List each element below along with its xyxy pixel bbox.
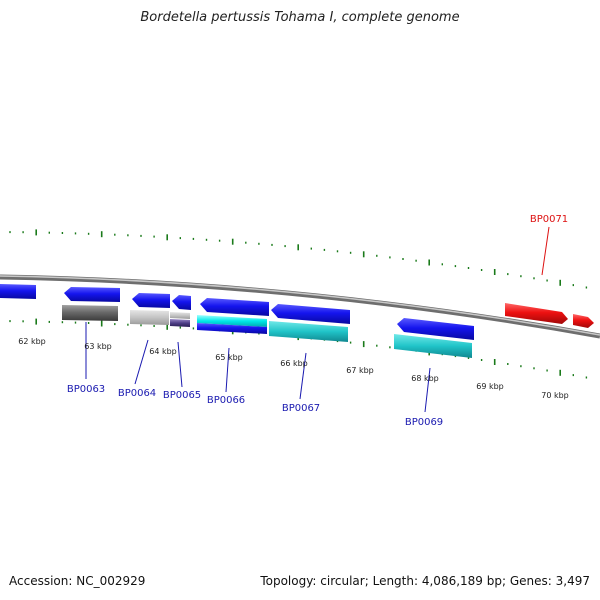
scale-label-66kbp: 66 kbp bbox=[280, 359, 308, 368]
gene-labels: BP0063 BP0064 BP0065 BP0066 BP0067 BP006… bbox=[67, 214, 568, 428]
scale-label-63kbp: 63 kbp bbox=[84, 342, 112, 351]
leader-bp0071 bbox=[541, 226, 550, 276]
scale-label-68kbp: 68 kbp bbox=[411, 374, 439, 383]
length-value: 4,086,189 bp bbox=[421, 574, 502, 588]
rna-arrow-bp0071[interactable] bbox=[505, 303, 568, 324]
cog-box-bp0067[interactable] bbox=[269, 321, 348, 342]
topology-label: Topology: bbox=[260, 574, 317, 588]
gene-label-bp0071[interactable]: BP0071 bbox=[530, 214, 568, 225]
genome-stats: Topology: circular; Length: 4,086,189 bp… bbox=[260, 574, 590, 588]
gene-label-bp0067[interactable]: BP0067 bbox=[282, 403, 320, 414]
outer-tick-row bbox=[9, 229, 588, 289]
gene-label-bp0065[interactable]: BP0065 bbox=[163, 390, 201, 401]
cds-arrow-bp0063[interactable] bbox=[64, 287, 120, 302]
feature-track-lower bbox=[62, 305, 472, 358]
leader-bp0065 bbox=[177, 341, 183, 388]
cds-arrow-bp0064[interactable] bbox=[132, 293, 170, 308]
genes-label: Genes: bbox=[509, 574, 552, 588]
gene-label-bp0066[interactable]: BP0066 bbox=[207, 395, 245, 406]
cds-arrow-bp0065[interactable] bbox=[172, 295, 191, 310]
gene-leader-lines bbox=[85, 226, 550, 413]
gene-label-bp0064[interactable]: BP0064 bbox=[118, 388, 156, 399]
genome-title: Bordetella pertussis Tohama I, complete … bbox=[140, 10, 460, 25]
cog-box-bp0066-bottom[interactable] bbox=[197, 323, 267, 334]
accession-info: Accession: NC_002929 bbox=[9, 574, 145, 588]
genome-backbone-highlight bbox=[0, 275, 600, 336]
scale-label-62kbp: 62 kbp bbox=[18, 337, 46, 346]
leader-bp0067 bbox=[299, 352, 307, 400]
cog-box-bp0065-bottom[interactable] bbox=[170, 319, 190, 327]
feature-track-upper bbox=[0, 284, 594, 340]
cds-arrow-bp0066[interactable] bbox=[200, 298, 269, 316]
cog-box-bp0069[interactable] bbox=[394, 334, 472, 358]
genome-backbone bbox=[0, 274, 600, 339]
cds-arrow-bp0067[interactable] bbox=[271, 304, 350, 324]
scale-label-70kbp: 70 kbp bbox=[541, 391, 569, 400]
accession-value: NC_002929 bbox=[76, 574, 146, 588]
leader-bp0069 bbox=[424, 367, 431, 413]
scale-labels: 62 kbp 63 kbp 64 kbp 65 kbp 66 kbp 67 kb… bbox=[18, 337, 569, 400]
cog-box-bp0065-top[interactable] bbox=[170, 312, 190, 319]
cog-box-bp0064[interactable] bbox=[130, 310, 169, 325]
scale-label-69kbp: 69 kbp bbox=[476, 382, 504, 391]
accession-label: Accession: bbox=[9, 574, 73, 588]
topology-value: circular bbox=[320, 574, 365, 588]
length-label: Length: bbox=[372, 574, 419, 588]
genes-value: 3,497 bbox=[555, 574, 590, 588]
gene-label-bp0063[interactable]: BP0063 bbox=[67, 384, 105, 395]
rna-arrow-small[interactable] bbox=[573, 314, 594, 328]
gene-label-bp0069[interactable]: BP0069 bbox=[405, 417, 443, 428]
cog-box-bp0063[interactable] bbox=[62, 305, 118, 321]
leader-bp0064 bbox=[134, 339, 149, 385]
scale-label-65kbp: 65 kbp bbox=[215, 353, 243, 362]
scale-label-67kbp: 67 kbp bbox=[346, 366, 374, 375]
scale-label-64kbp: 64 kbp bbox=[149, 347, 177, 356]
cds-arrow-bp0069[interactable] bbox=[397, 318, 474, 340]
leader-bp0066 bbox=[225, 347, 230, 393]
cds-arrow-left-edge[interactable] bbox=[0, 284, 36, 299]
